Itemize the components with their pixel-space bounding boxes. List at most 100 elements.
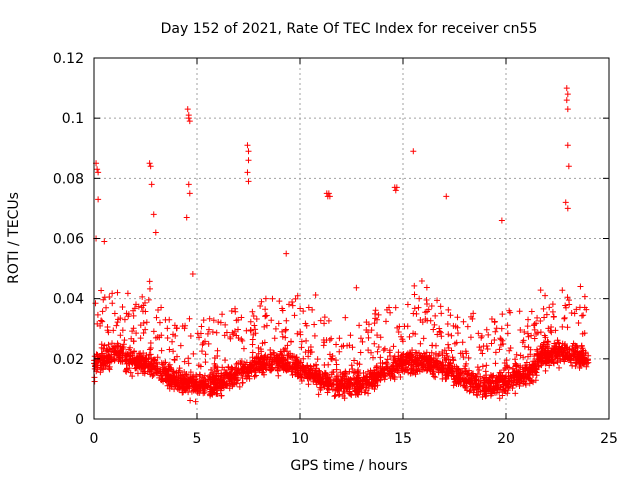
- data-point: [441, 347, 448, 354]
- data-point: [238, 314, 245, 321]
- data-point: [103, 348, 110, 355]
- data-point: [397, 373, 404, 380]
- data-point: [268, 317, 275, 324]
- data-point: [554, 337, 561, 344]
- data-point: [375, 311, 382, 318]
- data-point: [340, 383, 347, 390]
- data-point: [467, 334, 474, 341]
- data-point: [291, 312, 298, 319]
- data-point: [522, 381, 529, 388]
- data-point: [342, 314, 349, 321]
- data-point: [530, 364, 537, 371]
- data-point: [146, 285, 153, 292]
- data-point: [151, 357, 158, 364]
- data-point: [457, 372, 464, 379]
- data-point: [559, 323, 566, 330]
- data-point: [185, 355, 192, 362]
- data-point: [474, 392, 481, 399]
- data-point: [413, 367, 420, 374]
- data-point: [496, 389, 503, 396]
- data-point: [368, 369, 375, 376]
- data-point: [207, 372, 214, 379]
- data-point: [464, 378, 471, 385]
- x-tick-label: 25: [600, 431, 618, 447]
- data-point: [120, 341, 127, 348]
- data-point: [524, 371, 531, 378]
- data-point: [576, 364, 583, 371]
- data-point: [550, 348, 557, 355]
- data-point: [179, 323, 186, 330]
- data-point: [520, 337, 527, 344]
- data-point: [542, 334, 549, 341]
- data-point: [517, 352, 524, 359]
- data-point: [99, 308, 106, 315]
- data-point: [114, 289, 121, 296]
- data-point: [140, 319, 147, 326]
- data-point: [233, 366, 240, 373]
- data-point: [123, 351, 130, 358]
- data-point: [356, 322, 363, 329]
- data-point: [363, 384, 370, 391]
- data-point: [482, 368, 489, 375]
- data-point: [106, 366, 113, 373]
- data-point: [289, 299, 296, 306]
- data-point: [541, 339, 548, 346]
- data-point: [283, 250, 290, 257]
- data-point: [170, 348, 177, 355]
- data-point: [373, 372, 380, 379]
- data-point: [374, 348, 381, 355]
- data-point: [429, 371, 436, 378]
- data-point: [94, 166, 101, 173]
- data-point: [399, 338, 406, 345]
- data-point: [125, 313, 132, 320]
- data-point: [211, 389, 218, 396]
- data-point: [261, 360, 268, 367]
- data-point: [512, 390, 519, 397]
- data-point: [127, 344, 134, 351]
- data-point: [213, 390, 220, 397]
- data-point: [185, 389, 192, 396]
- data-point: [547, 327, 554, 334]
- data-point: [564, 324, 571, 331]
- data-point: [360, 369, 367, 376]
- data-point: [524, 330, 531, 337]
- data-point: [321, 314, 328, 321]
- data-point: [498, 217, 505, 224]
- data-point: [460, 354, 467, 361]
- data-point: [227, 375, 234, 382]
- data-point: [283, 317, 290, 324]
- data-point: [257, 303, 264, 310]
- data-point: [549, 301, 556, 308]
- data-point: [266, 367, 273, 374]
- data-point: [287, 350, 294, 357]
- data-point: [258, 354, 265, 361]
- data-point: [365, 385, 372, 392]
- data-point: [284, 348, 291, 355]
- data-point: [124, 290, 131, 297]
- data-point: [410, 148, 417, 155]
- data-point: [294, 292, 301, 299]
- data-point: [142, 326, 149, 333]
- data-point: [484, 346, 491, 353]
- data-point: [387, 309, 394, 316]
- data-point: [511, 369, 518, 376]
- data-point: [377, 360, 384, 367]
- data-point: [281, 362, 288, 369]
- data-point: [115, 316, 122, 323]
- data-point: [323, 377, 330, 384]
- data-point: [246, 363, 253, 370]
- data-point: [461, 365, 468, 372]
- data-point: [263, 364, 270, 371]
- data-point: [575, 320, 582, 327]
- data-point: [103, 304, 110, 311]
- data-point: [312, 292, 319, 299]
- data-point: [578, 343, 585, 350]
- data-point: [141, 299, 148, 306]
- data-point: [431, 321, 438, 328]
- data-point: [443, 193, 450, 200]
- data-point: [317, 374, 324, 381]
- data-point: [150, 362, 157, 369]
- data-point: [556, 352, 563, 359]
